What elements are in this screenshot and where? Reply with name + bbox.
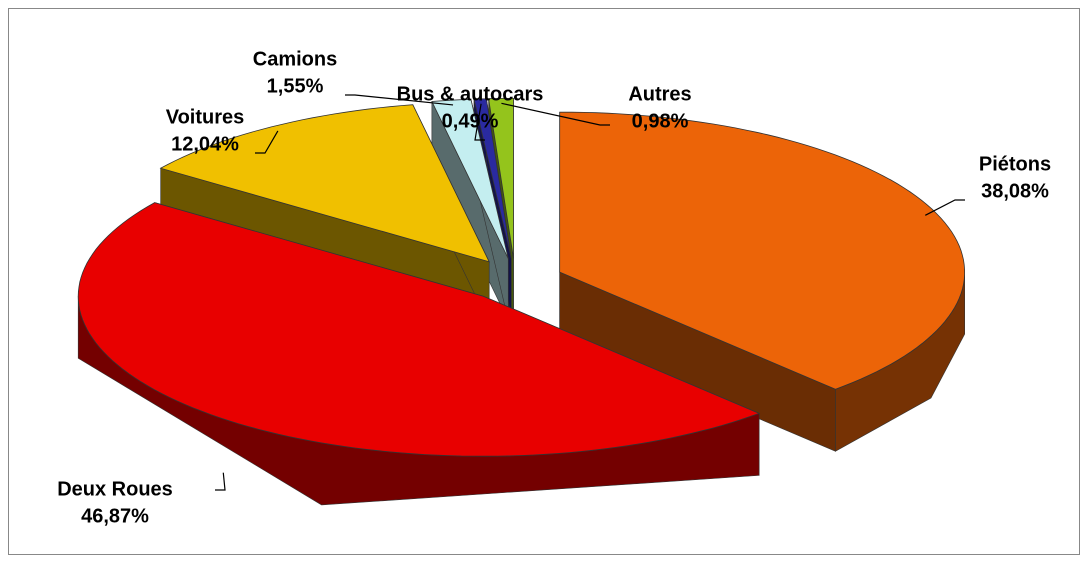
data-label-value: 0,49% — [442, 110, 499, 132]
slice — [159, 104, 490, 263]
leader-line — [501, 102, 610, 126]
data-label-name: Autres — [628, 83, 691, 105]
data-label-value: 38,08% — [981, 180, 1049, 202]
leader-line — [345, 94, 454, 106]
slice — [559, 111, 965, 390]
data-label-name: Bus & autocars — [397, 83, 544, 105]
slice — [77, 202, 761, 506]
slice — [431, 98, 509, 259]
slice — [159, 104, 490, 325]
data-label-name: Deux Roues — [57, 478, 173, 500]
data-label-name: Voitures — [166, 106, 245, 128]
leader-line — [925, 199, 965, 216]
slice — [473, 98, 512, 259]
data-label-value: 0,98% — [632, 110, 689, 132]
leader-line — [215, 472, 226, 491]
data-label-name: Piétons — [979, 153, 1051, 175]
leader-line — [255, 130, 279, 154]
data-label-value: 46,87% — [81, 505, 149, 527]
data-label-name: Camions — [253, 48, 337, 70]
slice — [559, 111, 965, 452]
leader-line — [474, 103, 485, 141]
data-label-value: 1,55% — [267, 75, 324, 97]
data-label-value: 12,04% — [171, 133, 239, 155]
slice — [488, 98, 514, 259]
slice — [77, 202, 761, 457]
